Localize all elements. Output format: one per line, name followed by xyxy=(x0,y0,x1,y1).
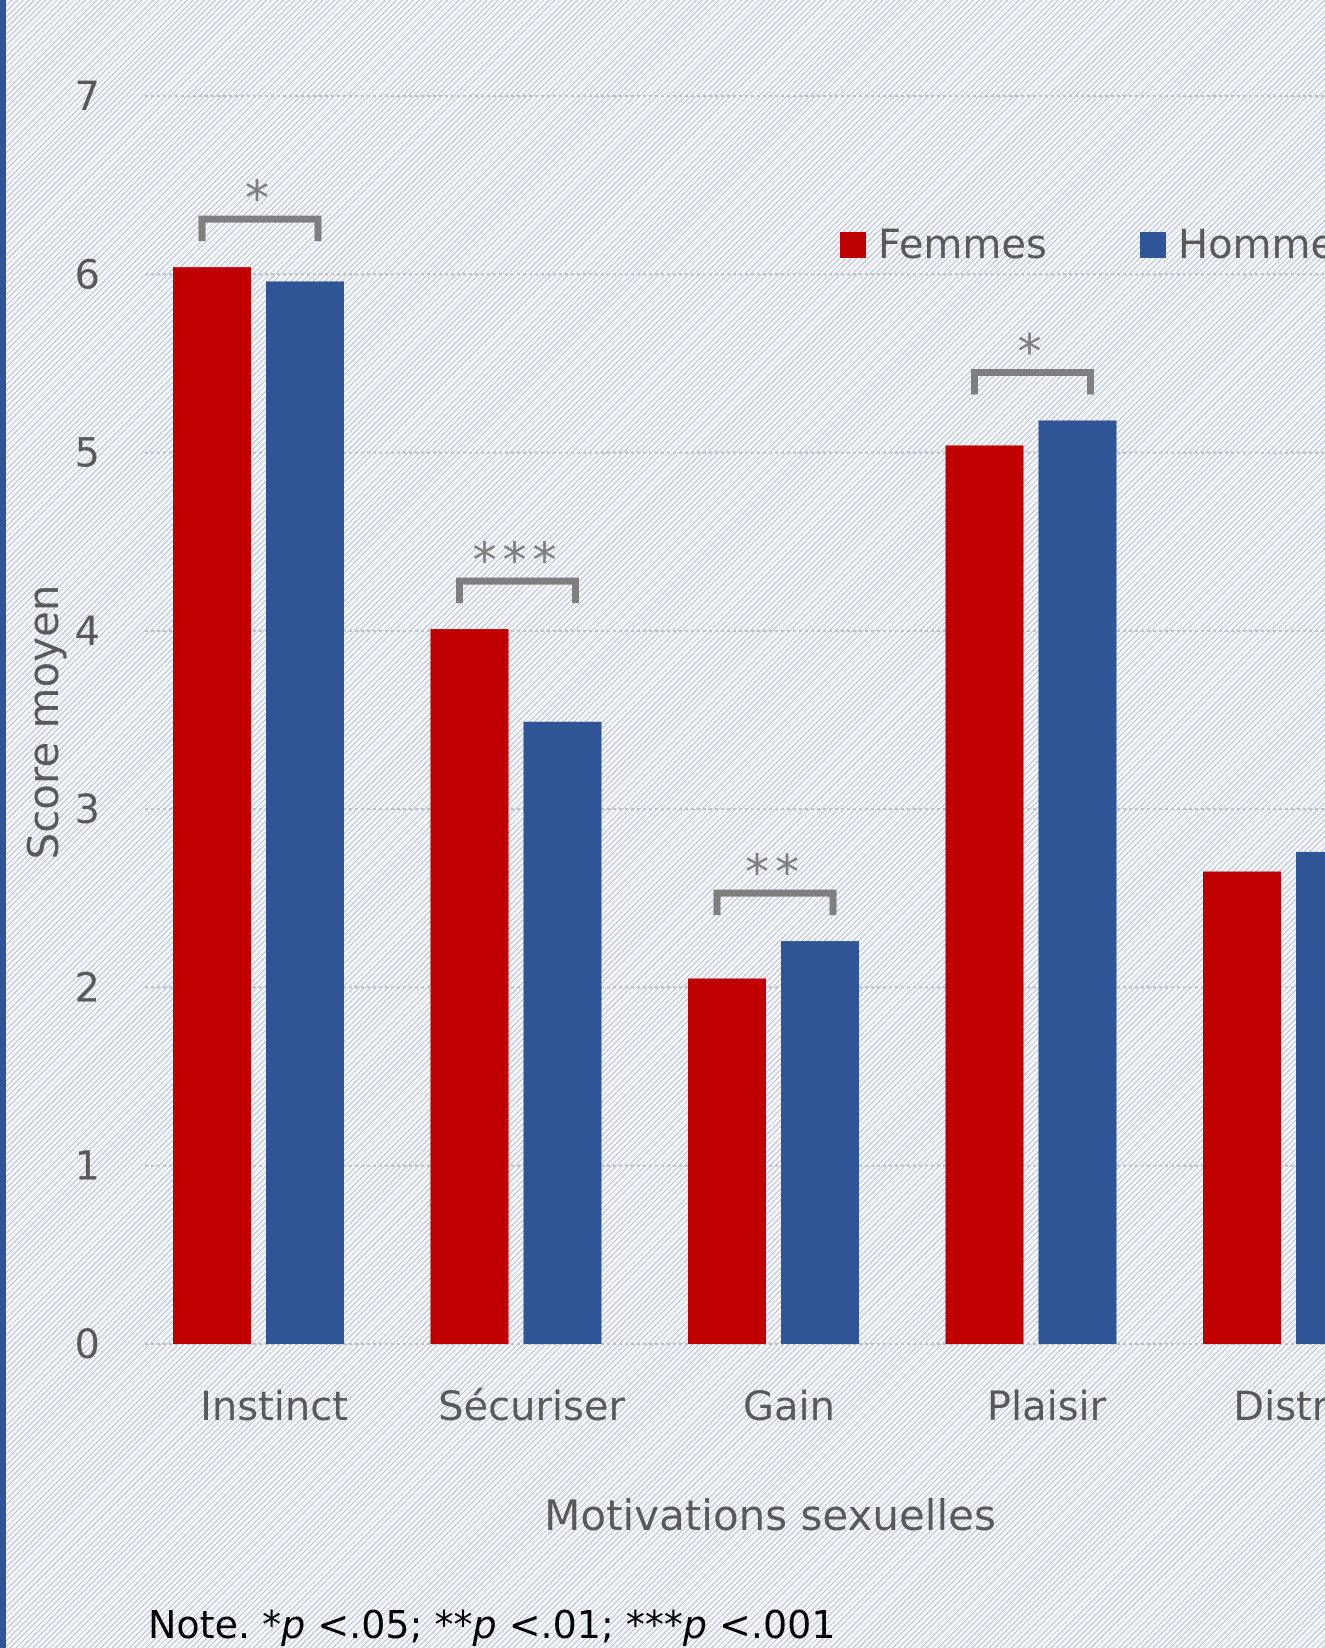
significance-label-1: *** xyxy=(473,533,563,589)
bar-femmes-4 xyxy=(1203,871,1281,1344)
significance-label-0: * xyxy=(245,171,275,227)
y-tick-label-2: 2 xyxy=(75,965,100,1011)
significance-label-3: * xyxy=(1018,324,1048,380)
bar-hommes-3 xyxy=(1038,420,1117,1345)
bar-hommes-4 xyxy=(1296,851,1325,1344)
significance-bracket-0 xyxy=(198,215,322,242)
bar-hommes-1 xyxy=(523,721,602,1344)
y-axis-title: Score moyen xyxy=(19,585,68,860)
x-tick-label-2: Gain xyxy=(743,1384,835,1430)
x-tick-label-0: Instinct xyxy=(200,1384,348,1430)
legend-label-hommes: Hommes xyxy=(1178,222,1325,268)
bars xyxy=(173,267,1325,1345)
x-tick-label-1: Sécuriser xyxy=(438,1384,625,1430)
legend-swatch-femmes xyxy=(840,232,866,258)
y-tick-label-7: 7 xyxy=(75,74,100,120)
significance-bracket-2 xyxy=(713,889,837,916)
x-tick-label-3: Plaisir xyxy=(987,1384,1107,1430)
chart-frame-border xyxy=(0,0,6,1648)
x-axis-title: Motivations sexuelles xyxy=(544,1491,996,1540)
x-axis-categories: Instinct Sécuriser Gain Plaisir Distrac xyxy=(200,1384,1325,1430)
y-tick-label-4: 4 xyxy=(75,609,100,655)
y-tick-label-3: 3 xyxy=(75,787,100,833)
significance-label-2: ** xyxy=(745,845,805,901)
y-tick-label-5: 5 xyxy=(75,431,100,477)
significance-bracket-3 xyxy=(971,368,1094,395)
bar-femmes-2 xyxy=(688,978,766,1344)
significance-brackets: ******* xyxy=(198,171,1094,916)
y-tick-label-1: 1 xyxy=(75,1144,100,1190)
bar-femmes-1 xyxy=(430,629,509,1344)
footnote: Note. *p <.05; **p <.01; ***p <.001 xyxy=(148,1603,836,1647)
y-tick-label-6: 6 xyxy=(75,252,100,298)
bar-hommes-0 xyxy=(266,281,344,1345)
bar-femmes-3 xyxy=(945,445,1024,1344)
bar-femmes-0 xyxy=(173,267,251,1344)
bar-hommes-2 xyxy=(781,941,859,1344)
y-tick-label-0: 0 xyxy=(75,1322,100,1368)
y-axis-ticks: 0 1 2 3 4 5 6 7 xyxy=(75,74,100,1368)
legend-swatch-hommes xyxy=(1140,232,1166,258)
legend-label-femmes: Femmes xyxy=(878,222,1047,268)
x-tick-label-4: Distrac xyxy=(1233,1384,1325,1430)
significance-bracket-1 xyxy=(456,577,579,604)
legend: Femmes Hommes xyxy=(840,222,1325,268)
